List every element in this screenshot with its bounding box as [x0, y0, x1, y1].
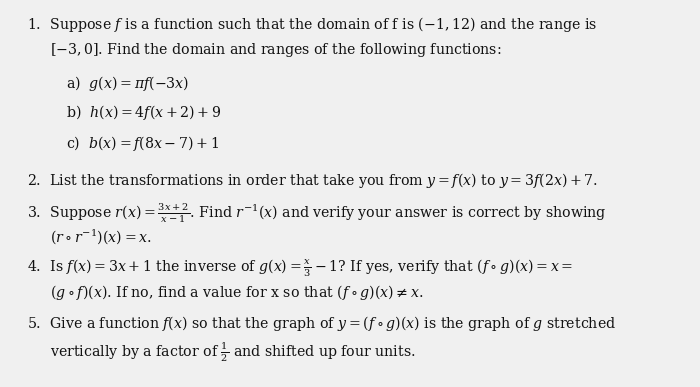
Text: a)  $g(x) = \pi f(-3x)$: a) $g(x) = \pi f(-3x)$ — [66, 74, 190, 93]
Text: c)  $b(x) = f(8x-7)+1$: c) $b(x) = f(8x-7)+1$ — [66, 134, 220, 152]
Text: 4.  Is $f(x) = 3x+1$ the inverse of $g(x) = \frac{x}{3} - 1$? If yes, verify tha: 4. Is $f(x) = 3x+1$ the inverse of $g(x)… — [27, 257, 573, 279]
Text: 1.  Suppose $f$ is a function such that the domain of f is $(-1, 12)$ and the ra: 1. Suppose $f$ is a function such that t… — [27, 15, 597, 34]
Text: $(r \circ r^{-1})(x) = x$.: $(r \circ r^{-1})(x) = x$. — [50, 227, 152, 246]
Text: b)  $h(x) = 4f(x+2)+9$: b) $h(x) = 4f(x+2)+9$ — [66, 103, 222, 122]
Text: $[-3, 0]$. Find the domain and ranges of the following functions:: $[-3, 0]$. Find the domain and ranges of… — [50, 41, 502, 60]
Text: 2.  List the transformations in order that take you from $y = f(x)$ to $y = 3f(2: 2. List the transformations in order tha… — [27, 171, 598, 190]
Text: $(g \circ f)(x)$. If no, find a value for x so that $(f \circ g)(x) \neq x$.: $(g \circ f)(x)$. If no, find a value fo… — [50, 283, 424, 302]
Text: 3.  Suppose $r(x) = \frac{3x+2}{x-1}$. Find $r^{-1}(x)$ and verify your answer i: 3. Suppose $r(x) = \frac{3x+2}{x-1}$. Fi… — [27, 201, 606, 225]
Text: 5.  Give a function $f(x)$ so that the graph of $y = (f \circ g)(x)$ is the grap: 5. Give a function $f(x)$ so that the gr… — [27, 314, 616, 333]
Text: vertically by a factor of $\frac{1}{2}$ and shifted up four units.: vertically by a factor of $\frac{1}{2}$ … — [50, 341, 416, 365]
